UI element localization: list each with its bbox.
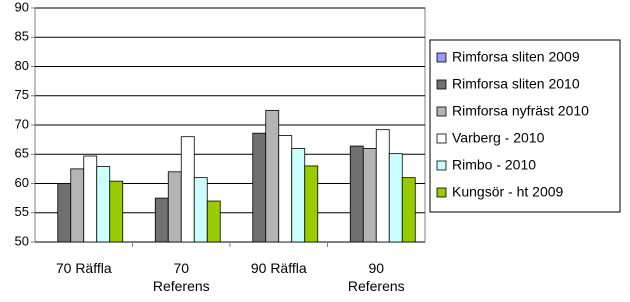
bar	[206, 200, 221, 243]
bar	[154, 197, 169, 243]
bar	[265, 109, 280, 243]
bar	[401, 177, 416, 243]
y-tick-label: 80	[15, 58, 29, 73]
y-tick-label: 50	[15, 233, 29, 248]
bar	[96, 166, 111, 243]
legend-label: Kungsör - ht 2009	[452, 184, 564, 200]
x-tick-label: 90 Räffla	[250, 260, 307, 276]
legend-label: Rimforsa sliten 2010	[452, 76, 580, 92]
y-tick-label: 75	[15, 87, 29, 102]
legend-label: Rimbo - 2010	[452, 157, 536, 173]
legend-swatch	[436, 106, 447, 117]
x-tick-label: 70 Referens	[152, 260, 210, 294]
bar	[349, 145, 364, 243]
bar	[193, 177, 208, 243]
y-tick-label: 55	[15, 204, 29, 219]
bar	[388, 153, 403, 243]
x-tick-label: 70 Räffla	[55, 260, 112, 276]
bar	[83, 155, 98, 243]
bar	[375, 129, 390, 243]
y-tick-label: 85	[15, 29, 29, 44]
legend-label: Varberg - 2010	[452, 130, 545, 146]
legend-label: Rimforsa nyfräst 2010	[452, 103, 589, 119]
legend-swatch	[436, 52, 447, 63]
legend-label: Rimforsa sliten 2009	[452, 49, 580, 65]
bar	[109, 180, 124, 243]
legend-swatch	[436, 133, 447, 144]
bar	[291, 147, 306, 243]
bar	[362, 147, 377, 243]
bar	[304, 165, 319, 243]
bar	[57, 183, 72, 243]
y-tick-label: 70	[15, 116, 29, 131]
legend-swatch	[436, 79, 447, 90]
y-tick-label: 65	[15, 146, 29, 161]
bar	[180, 136, 195, 243]
x-tick-label: 90 Referens	[347, 260, 405, 294]
legend-swatch	[436, 187, 447, 198]
y-tick-label: 90	[15, 0, 29, 14]
bar	[278, 135, 293, 243]
bar	[70, 168, 85, 243]
legend-box	[429, 39, 621, 213]
legend-swatch	[436, 160, 447, 171]
y-tick-label: 60	[15, 175, 29, 190]
bar	[167, 171, 182, 243]
bar	[252, 132, 267, 243]
